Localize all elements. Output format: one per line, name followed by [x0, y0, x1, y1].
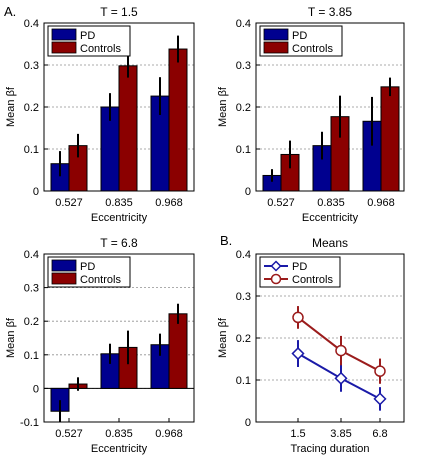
panel-label-b: B. — [220, 233, 232, 248]
x-tick-label: 6.8 — [372, 428, 387, 440]
marker-circle — [292, 311, 304, 324]
plot-frame — [255, 22, 405, 192]
marker-circle — [374, 365, 386, 377]
legend-swatch-pd — [51, 28, 77, 41]
x-tick-label: 0.968 — [155, 428, 183, 440]
chart-t15: T = 1.5 0 0.1 0.2 0.3 0.4 Mean βf Eccentricity 0… — [5, 5, 195, 224]
x-tick-label: 0.527 — [55, 428, 83, 440]
chart-title: T = 6.8 — [100, 236, 138, 250]
x-tick-label: 0.835 — [105, 197, 133, 209]
x-tick-label: 0.527 — [267, 197, 295, 209]
y-axis-label: Mean βf — [217, 317, 229, 358]
x-tick-label: 3.85 — [330, 428, 351, 440]
y-tick-label: 0 — [245, 186, 251, 198]
legend-label: PD — [292, 261, 307, 273]
legend-label: PD — [292, 30, 307, 42]
x-tick-label: 0.527 — [55, 197, 83, 209]
bar-controls — [118, 65, 138, 192]
legend-swatch-controls — [51, 272, 77, 285]
bar-controls — [380, 86, 400, 192]
chart-title: T = 3.85 — [308, 5, 352, 19]
series-line-controls — [297, 316, 381, 373]
legend-label: Controls — [80, 43, 121, 55]
legend-swatch-controls — [263, 41, 289, 54]
legend-swatch-pd — [51, 259, 77, 272]
y-tick-label: -0.1 — [20, 417, 39, 429]
y-tick-label: 0.2 — [24, 316, 39, 328]
legend-label: Controls — [80, 274, 121, 286]
legend-marker-diamond — [270, 260, 282, 272]
bar-controls — [168, 313, 188, 389]
legend-swatch-pd — [263, 28, 289, 41]
chart-title: T = 1.5 — [100, 5, 138, 19]
legend-label: Controls — [292, 274, 333, 286]
y-tick-label: 0.2 — [24, 102, 39, 114]
x-tick-label: 1.5 — [290, 428, 305, 440]
y-tick-label: 0.4 — [24, 249, 39, 261]
y-tick-label: 0.3 — [24, 283, 39, 295]
y-axis-label: Mean βf — [5, 317, 17, 358]
y-tick-label: 0 — [245, 417, 251, 429]
y-tick-label: 0.4 — [236, 249, 251, 261]
y-tick-label: 0.1 — [236, 144, 251, 156]
y-tick-label: 0.2 — [236, 333, 251, 345]
chart-title: Means — [312, 236, 348, 250]
x-tick-label: 0.968 — [367, 197, 395, 209]
y-tick-label: 0.4 — [24, 18, 39, 30]
chart-means: Means 0 0.1 0.2 0.3 0.4 Mean βf Tracing duratio… — [217, 236, 405, 455]
y-tick-label: 0.3 — [24, 60, 39, 72]
plot-frame — [43, 22, 195, 192]
legend-marker-circle — [270, 273, 282, 285]
legend-label: PD — [80, 261, 95, 273]
y-tick-label: 0.1 — [236, 375, 251, 387]
charts-group: T = 1.5 0 0.1 0.2 0.3 0.4 Mean βf Eccentricity 0… — [5, 5, 405, 455]
legend-label: Controls — [292, 43, 333, 55]
x-tick-label: 0.835 — [317, 197, 345, 209]
y-tick-label: 0.4 — [236, 18, 251, 30]
marker-diamond — [334, 371, 348, 385]
legend-label: PD — [80, 30, 95, 42]
y-tick-label: 0.1 — [24, 350, 39, 362]
y-axis-label: Mean βf — [5, 86, 17, 127]
chart-t68: T = 6.8 -0.1 0 0.1 0.2 0.3 0.4 Mean βf Eccentric… — [5, 236, 195, 455]
panel-label-a: A. — [4, 4, 16, 19]
marker-diamond — [291, 346, 305, 361]
x-axis-label: Eccentricity — [91, 212, 148, 224]
y-tick-label: 0.2 — [236, 102, 251, 114]
legend-swatch-controls — [51, 41, 77, 54]
x-tick-label: 0.968 — [155, 197, 183, 209]
y-tick-label: 0.3 — [236, 291, 251, 303]
marker-circle — [335, 344, 347, 357]
bar-controls — [168, 48, 188, 192]
y-tick-label: 0 — [33, 186, 39, 198]
y-axis-label: Mean βf — [217, 86, 229, 127]
y-tick-label: 0.3 — [236, 60, 251, 72]
plot-frame — [255, 253, 405, 423]
x-axis-label: Eccentricity — [91, 443, 148, 455]
plot-frame — [43, 253, 195, 423]
y-tick-label: 0.1 — [24, 144, 39, 156]
x-axis-label: Eccentricity — [302, 212, 359, 224]
chart-t385: T = 3.85 0 0.1 0.2 0.3 0.4 Mean βf Eccentricity… — [217, 5, 405, 224]
x-axis-label: Tracing duration — [290, 443, 369, 455]
marker-diamond — [373, 392, 387, 406]
y-tick-label: 0 — [33, 383, 39, 395]
x-tick-label: 0.835 — [105, 428, 133, 440]
